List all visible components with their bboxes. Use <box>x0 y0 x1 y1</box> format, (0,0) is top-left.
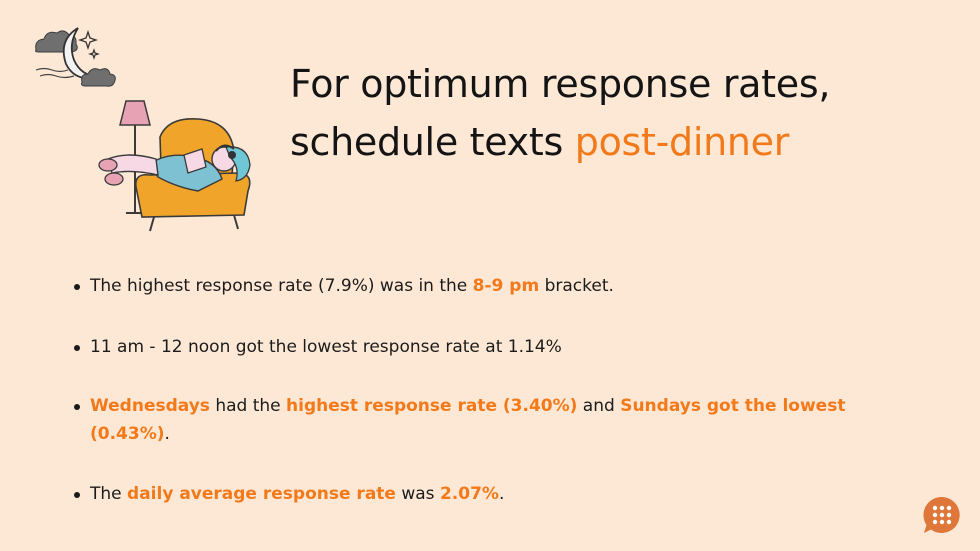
moon-cloud-stars-icon <box>35 27 116 87</box>
bullet-highlight: Sundays got the lowest (0.43%) <box>90 396 846 444</box>
bullet-text: bracket. <box>539 276 614 296</box>
title-accent: post-dinner <box>574 120 790 164</box>
bullet-highlight: Wednesdays <box>90 396 210 416</box>
title-line-1: For optimum response rates, <box>290 62 831 106</box>
bullet-highlight: 8-9 pm <box>472 276 540 296</box>
person-reading-armchair-illustration <box>98 100 251 232</box>
bullet-text: . <box>164 424 170 444</box>
chat-bubble-logo-icon <box>923 496 960 533</box>
bullet-item: The highest response rate (7.9%) was in … <box>72 272 614 300</box>
bullet-highlight: 2.07% <box>439 484 499 504</box>
title-line-2-prefix: schedule texts <box>290 120 575 164</box>
bullet-text: had the <box>209 396 287 416</box>
bullet-highlight: highest response rate (3.40%) <box>286 396 578 416</box>
bullet-highlight: daily average response rate <box>127 484 396 504</box>
bullet-item: The daily average response rate was 2.07… <box>72 480 504 508</box>
bullet-item: Wednesdays had the highest response rate… <box>72 392 890 448</box>
bullet-text: and <box>577 396 621 416</box>
page-title: For optimum response rates, schedule tex… <box>290 55 950 171</box>
bullet-text: 11 am - 12 noon got the lowest response … <box>90 337 562 357</box>
bullet-text: was <box>395 484 440 504</box>
bullet-text: The highest response rate (7.9%) was in … <box>90 276 473 296</box>
bullet-text: . <box>498 484 505 504</box>
bullet-item: 11 am - 12 noon got the lowest response … <box>72 333 562 361</box>
bullet-text: The <box>90 484 128 504</box>
